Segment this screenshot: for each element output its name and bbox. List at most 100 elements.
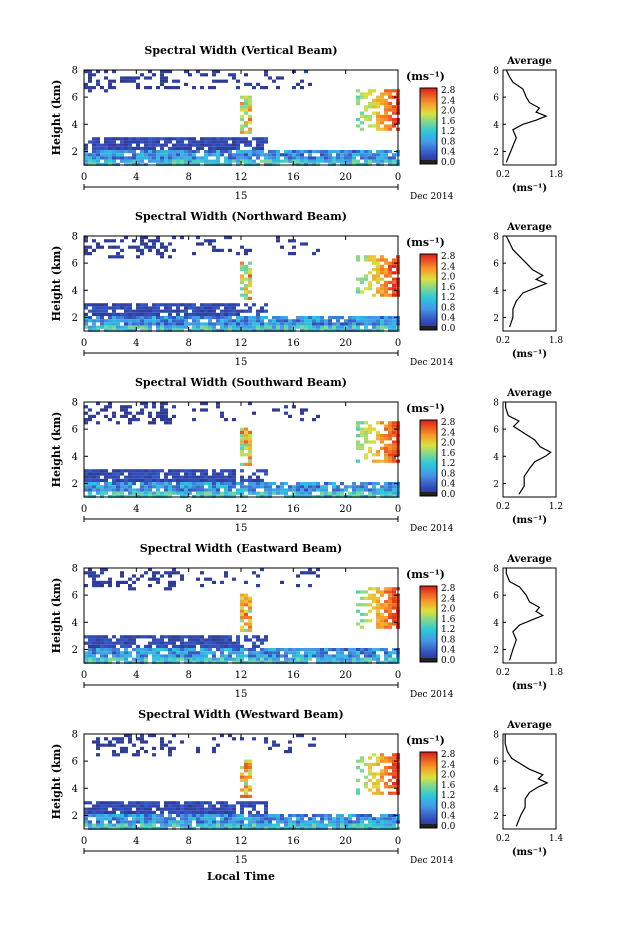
heatmap-cell <box>88 651 92 655</box>
heatmap-cell <box>104 146 108 150</box>
heatmap-cell <box>376 277 380 281</box>
heatmap-cell <box>360 322 364 326</box>
colorbar-tick-label: 0.8 <box>441 469 456 479</box>
average-y-tick-label: 2 <box>493 148 499 158</box>
heatmap-cell <box>88 488 92 492</box>
heatmap-cell <box>324 485 328 489</box>
heatmap-cell <box>288 814 292 818</box>
heatmap-cell <box>136 644 140 648</box>
heatmap-cell <box>300 153 304 157</box>
heatmap-cell <box>304 488 308 492</box>
heatmap-cell <box>268 162 272 166</box>
heatmap-cell <box>168 242 172 246</box>
heatmap-cell <box>356 162 360 166</box>
heatmap-cell <box>260 309 264 313</box>
heatmap-cell <box>236 319 240 323</box>
heatmap-cell <box>388 424 392 428</box>
heatmap-cell <box>292 156 296 160</box>
heatmap-cell <box>380 162 384 166</box>
heatmap-cell <box>224 322 228 326</box>
heatmap-cell <box>124 143 128 147</box>
heatmap-cell <box>236 488 240 492</box>
heatmap-cell <box>164 137 168 141</box>
heatmap-cell <box>272 319 276 323</box>
heatmap-cell <box>164 820 168 824</box>
heatmap-cell <box>232 820 236 824</box>
heatmap-cell <box>380 759 384 763</box>
heatmap-cell <box>84 472 88 476</box>
heatmap-cell <box>280 817 284 821</box>
heatmap-cell <box>216 807 220 811</box>
heatmap-cell <box>244 137 248 141</box>
heatmap-cell <box>308 82 312 86</box>
heatmap-cell <box>252 801 256 805</box>
heatmap-cell <box>388 814 392 818</box>
heatmap-cell <box>128 137 132 141</box>
colorbar-segment <box>420 138 437 141</box>
heatmap-cell <box>256 469 260 473</box>
heatmap-cell <box>224 820 228 824</box>
heatmap-cell <box>92 140 96 144</box>
heatmap-cell <box>164 418 168 422</box>
heatmap-cell <box>312 817 316 821</box>
heatmap-cell <box>324 657 328 661</box>
heatmap-cell <box>264 156 268 160</box>
heatmap-cell <box>108 472 112 476</box>
heatmap-cell <box>88 641 92 645</box>
heatmap-cell <box>144 491 148 495</box>
heatmap-cell <box>224 804 228 808</box>
heatmap-cell <box>260 826 264 830</box>
heatmap-cell <box>152 820 156 824</box>
heatmap-cell <box>164 309 168 313</box>
heatmap-cell <box>392 450 396 454</box>
heatmap-cell <box>228 804 232 808</box>
heatmap-cell <box>268 76 272 80</box>
heatmap-cell <box>208 239 212 243</box>
heatmap-cell <box>304 150 308 154</box>
heatmap-cell <box>188 159 192 163</box>
heatmap-cell <box>84 418 88 422</box>
heatmap-cell <box>300 826 304 830</box>
heatmap-cell <box>164 303 168 307</box>
heatmap-cell <box>280 159 284 163</box>
heatmap-cell <box>288 159 292 163</box>
heatmap-cell <box>372 153 376 157</box>
heatmap-cell <box>132 814 136 818</box>
heatmap-cell <box>340 817 344 821</box>
heatmap-cell <box>356 814 360 818</box>
heatmap-cell <box>184 325 188 329</box>
heatmap-cell <box>220 635 224 639</box>
heatmap-cell <box>216 150 220 154</box>
colorbar-segment <box>420 452 437 455</box>
heatmap-cell <box>172 804 176 808</box>
heatmap-cell <box>172 817 176 821</box>
heatmap-cell <box>252 162 256 166</box>
heatmap-cell <box>356 622 360 626</box>
heatmap-cell <box>376 121 380 125</box>
heatmap-cell <box>100 309 104 313</box>
heatmap-cell <box>128 469 132 473</box>
heatmap-cell <box>140 328 144 332</box>
colorbar-segment <box>420 638 437 641</box>
heatmap-cell <box>260 325 264 329</box>
heatmap-cell <box>372 319 376 323</box>
average-x-label: (ms⁻¹) <box>512 847 547 858</box>
heatmap-cell <box>124 156 128 160</box>
colorbar-segment <box>420 626 437 629</box>
heatmap-cell <box>340 482 344 486</box>
heatmap-cell <box>320 817 324 821</box>
heatmap-cell <box>300 817 304 821</box>
heatmap-cell <box>180 303 184 307</box>
heatmap-cell <box>260 494 264 498</box>
heatmap-cell <box>264 309 268 313</box>
heatmap-cell <box>344 820 348 824</box>
heatmap-cell <box>380 625 384 629</box>
heatmap-cell <box>176 143 180 147</box>
heatmap-cell <box>376 606 380 610</box>
heatmap-cell <box>156 577 160 581</box>
colorbar-segment <box>420 818 437 821</box>
heatmap-cell <box>168 740 172 744</box>
heatmap-cell <box>352 654 356 658</box>
heatmap-cell <box>384 616 388 620</box>
colorbar-segment <box>420 820 437 823</box>
